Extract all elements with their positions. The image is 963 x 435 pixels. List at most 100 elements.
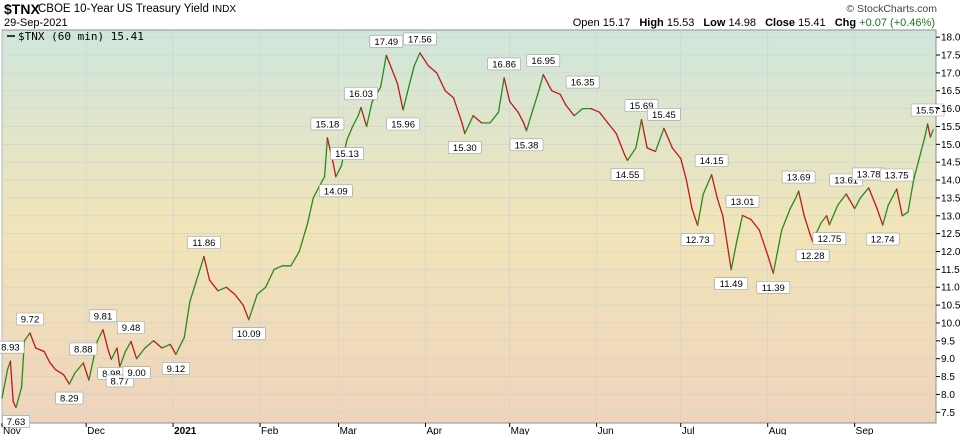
data-label-box xyxy=(795,249,830,262)
data-label: 9.72 xyxy=(15,312,44,326)
data-label-text: 12.28 xyxy=(801,251,825,262)
series-segment xyxy=(845,193,856,210)
ohlc-readout: Open 15.17 High 15.53 Low 14.98 Close 15… xyxy=(573,17,935,29)
series-segment xyxy=(152,340,163,349)
series-segment xyxy=(225,286,236,296)
data-label-text: 8.88 xyxy=(74,345,93,356)
data-label: 10.09 xyxy=(232,327,266,340)
data-label-text: 15.69 xyxy=(630,101,654,112)
data-label-box xyxy=(879,168,914,182)
data-label-box xyxy=(386,117,420,131)
data-label-text: 9.12 xyxy=(167,364,186,375)
series-segment xyxy=(242,304,250,321)
data-label: 15.13 xyxy=(330,147,364,160)
data-label-text: 14.15 xyxy=(700,156,724,167)
series-segment xyxy=(335,165,343,178)
data-label-text: 16.03 xyxy=(349,89,373,100)
x-tick-label: Jun xyxy=(598,426,614,435)
series-segment xyxy=(859,187,870,199)
series-segment xyxy=(82,362,90,381)
series-segment xyxy=(640,119,648,149)
series-segment xyxy=(332,161,337,178)
series-segment xyxy=(837,193,847,206)
series-segment xyxy=(256,286,267,296)
series-segment xyxy=(402,86,410,111)
x-axis: Nov Dec 2021 Feb Mar Apr May Jun Jul Aug Sep xyxy=(1,423,874,435)
series-segment xyxy=(9,360,14,403)
series-segment xyxy=(130,340,138,360)
data-label-box xyxy=(1,415,30,428)
data-label: 16.86 xyxy=(487,57,521,71)
series-segment xyxy=(217,286,228,292)
data-label: 9.12 xyxy=(161,362,190,375)
data-label: 9.81 xyxy=(89,309,118,322)
y-tick-label: 8.0 xyxy=(941,390,955,401)
data-label-text: 12.75 xyxy=(818,234,842,245)
y-tick-label: 18.0 xyxy=(941,33,961,44)
x-tick-label: May xyxy=(511,426,530,435)
data-label-text: 9.72 xyxy=(21,315,40,326)
series-segment xyxy=(248,293,258,321)
y-tick-label: 14.5 xyxy=(941,158,961,169)
series-segment xyxy=(654,127,665,153)
data-label-box xyxy=(403,32,437,46)
y-tick-label: 9.5 xyxy=(941,336,955,347)
series-segment xyxy=(624,154,629,162)
data-label-text: 15.13 xyxy=(335,149,359,160)
x-tick-label: Nov xyxy=(3,426,21,435)
data-label-text: 14.55 xyxy=(616,170,640,181)
series-segment xyxy=(868,187,878,210)
x-tick-label: Dec xyxy=(87,426,105,435)
data-label: 11.49 xyxy=(714,277,749,290)
series-segment xyxy=(35,347,45,353)
exchange: INDX xyxy=(212,4,236,15)
series-segment xyxy=(96,329,104,342)
data-label: 15.57 xyxy=(910,103,945,117)
series-segment xyxy=(357,106,362,117)
series-segment xyxy=(887,188,898,206)
data-label-text: 14.09 xyxy=(324,186,348,197)
y-tick-label: 15.5 xyxy=(941,122,961,133)
y-tick-label: 9.0 xyxy=(941,354,955,365)
data-label: 14.15 xyxy=(694,154,729,167)
data-label-box xyxy=(781,170,816,184)
x-tick-label: Aug xyxy=(769,426,787,435)
series-segment xyxy=(854,197,861,210)
series-segment xyxy=(489,111,500,124)
series-segment xyxy=(413,52,421,67)
series-segment xyxy=(598,111,609,124)
y-tick-label: 8.5 xyxy=(941,372,955,383)
x-tick-label: Sep xyxy=(856,426,874,435)
series-segment xyxy=(741,214,752,221)
data-label-box xyxy=(509,138,544,152)
data-label: 12.28 xyxy=(795,249,830,262)
series-segment xyxy=(691,207,699,227)
data-label-box xyxy=(447,141,482,154)
data-label-box xyxy=(369,35,404,48)
price-series xyxy=(1,52,934,409)
y-tick-label: 12.5 xyxy=(941,229,961,240)
y-tick-label: 16.5 xyxy=(941,86,961,97)
series-segment xyxy=(820,215,828,224)
data-label-text: 9.48 xyxy=(122,323,141,334)
data-label-text: 8.93 xyxy=(1,343,20,354)
data-label-box xyxy=(526,54,561,68)
series-segment xyxy=(29,332,37,349)
series-segment xyxy=(929,129,934,138)
data-label: 8.88 xyxy=(69,342,98,356)
series-segment xyxy=(825,215,831,226)
series-segment xyxy=(607,122,617,135)
series-segment xyxy=(135,347,146,360)
data-label-box xyxy=(487,57,521,71)
y-tick-label: 13.5 xyxy=(941,193,961,204)
series-segment xyxy=(671,147,682,160)
series-segment xyxy=(144,340,155,349)
series-segment xyxy=(772,229,783,274)
series-segment xyxy=(736,214,744,242)
series-segment xyxy=(365,100,373,128)
series-segment xyxy=(696,193,704,227)
series-segment xyxy=(722,215,730,253)
series-segment xyxy=(161,343,171,349)
series-segment xyxy=(551,90,561,95)
y-tick-label: 12.0 xyxy=(941,247,961,258)
